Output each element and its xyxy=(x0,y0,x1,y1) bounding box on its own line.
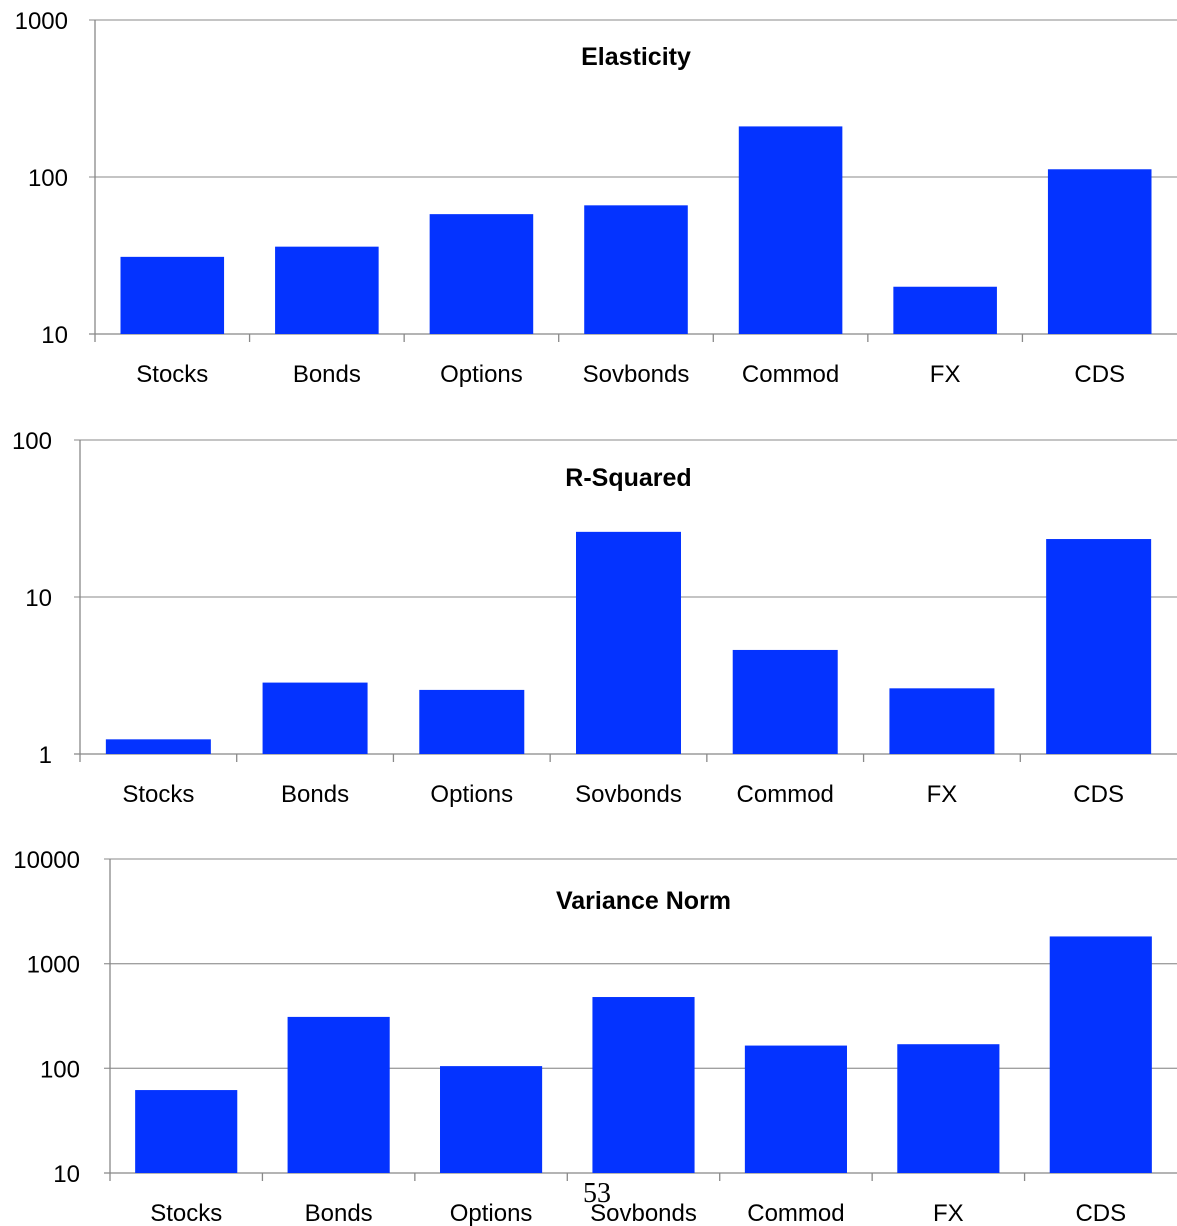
x-tick-label-commod: Commod xyxy=(747,1200,844,1226)
bar-stocks xyxy=(135,1090,238,1173)
elasticity-chart: 10 100 1000 Stocks Bonds Options Sovbonds Commo… xyxy=(15,8,1177,388)
x-tick-label-stocks: Stocks xyxy=(122,781,194,808)
bar-bonds xyxy=(275,246,379,334)
x-tick-label-commod: Commod xyxy=(742,361,839,388)
bar-fx xyxy=(889,688,995,754)
bar-commod xyxy=(738,126,843,335)
y-tick-label: 10 xyxy=(53,1161,80,1188)
bar-cds xyxy=(1046,539,1152,754)
x-tick-label-cds: CDS xyxy=(1075,1200,1126,1226)
bar-fx xyxy=(893,286,997,334)
page-number: 53 xyxy=(583,1178,611,1209)
bar-sovbonds xyxy=(592,997,695,1173)
bar-cds xyxy=(1047,169,1152,334)
x-tick-label-sovbonds: Sovbonds xyxy=(590,1200,697,1226)
bar-options xyxy=(419,689,525,754)
x-tick-label-commod: Commod xyxy=(737,781,834,808)
elasticity-title: Elasticity xyxy=(581,43,691,71)
x-tick-label-bonds: Bonds xyxy=(293,361,361,388)
y-tick-label: 1 xyxy=(39,742,52,769)
y-tick-label: 10 xyxy=(25,585,52,612)
y-tick-label: 10000 xyxy=(13,847,80,874)
x-tick-label-sovbonds: Sovbonds xyxy=(583,361,690,388)
r-squared-chart: 1 10 100 Stocks Bonds Options Sovbonds Commod FX… xyxy=(12,428,1177,808)
x-tick-label-stocks: Stocks xyxy=(150,1200,222,1226)
x-tick-label-fx: FX xyxy=(927,781,958,808)
y-tick-label: 1000 xyxy=(27,952,80,979)
bar-commod xyxy=(732,649,838,754)
x-tick-label-options: Options xyxy=(440,361,523,388)
bar-options xyxy=(440,1066,543,1173)
x-tick-label-bonds: Bonds xyxy=(281,781,349,808)
r-squared-title: R-Squared xyxy=(565,464,691,492)
x-tick-label-fx: FX xyxy=(930,361,961,388)
bar-sovbonds xyxy=(576,531,681,754)
variance-norm-chart: 10 100 1000 10000 Stocks Bonds Options Sovbonds… xyxy=(13,847,1177,1226)
bar-sovbonds xyxy=(584,205,688,334)
x-tick-label-fx: FX xyxy=(933,1200,964,1226)
bar-bonds xyxy=(262,682,368,754)
bar-cds xyxy=(1049,936,1152,1173)
bar-stocks xyxy=(105,739,211,754)
bar-options xyxy=(429,214,534,334)
x-tick-label-cds: CDS xyxy=(1074,361,1125,388)
y-tick-label: 10 xyxy=(41,322,68,349)
variance-norm-title: Variance Norm xyxy=(556,887,731,915)
x-tick-label-options: Options xyxy=(430,781,513,808)
x-tick-label-stocks: Stocks xyxy=(136,361,208,388)
y-tick-label: 1000 xyxy=(15,8,68,35)
bar-bonds xyxy=(287,1016,390,1173)
y-tick-label: 100 xyxy=(12,428,52,455)
bar-stocks xyxy=(120,256,225,334)
y-tick-label: 100 xyxy=(28,165,68,192)
x-tick-label-options: Options xyxy=(450,1200,533,1226)
x-tick-label-cds: CDS xyxy=(1073,781,1124,808)
y-tick-label: 100 xyxy=(40,1056,80,1083)
x-tick-label-bonds: Bonds xyxy=(305,1200,373,1226)
bar-commod xyxy=(744,1045,847,1173)
bar-fx xyxy=(897,1044,1000,1173)
x-tick-label-sovbonds: Sovbonds xyxy=(575,781,682,808)
